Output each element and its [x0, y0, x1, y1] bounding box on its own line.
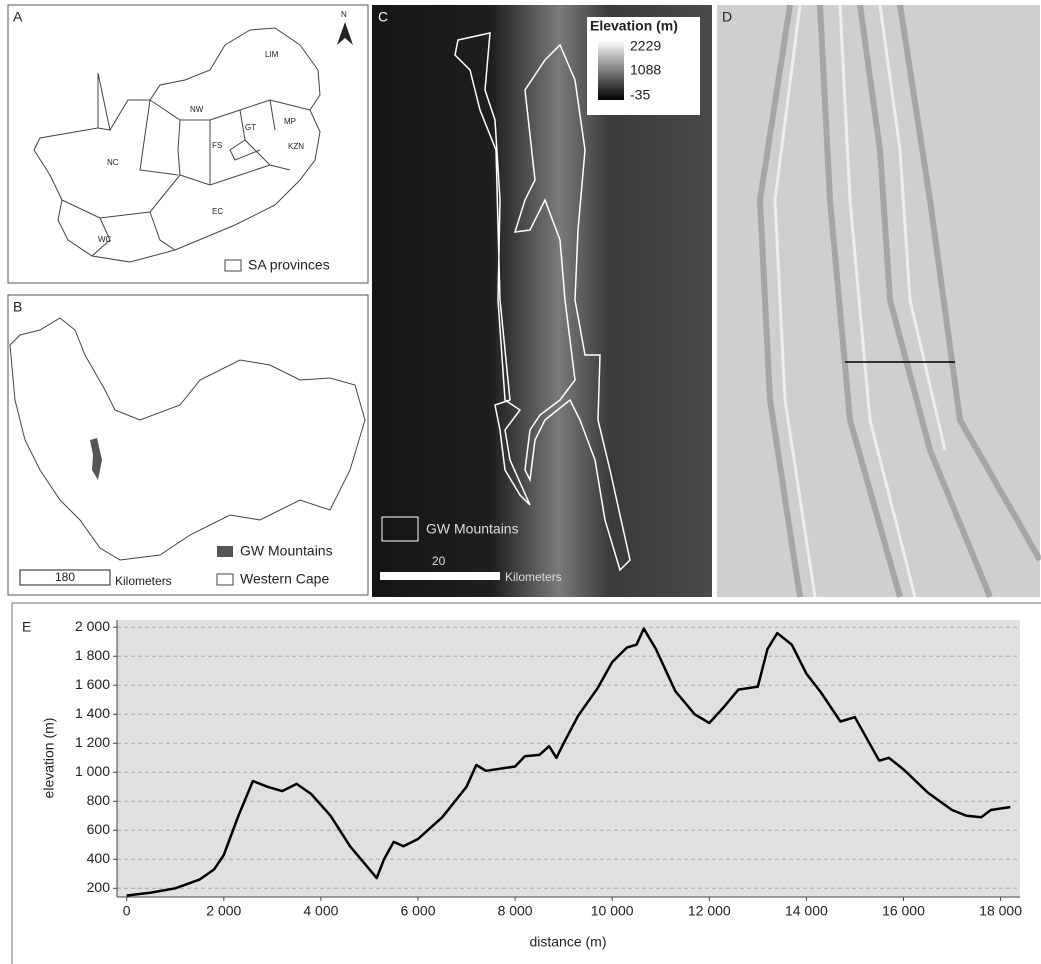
x-tick-label: 4 000 — [303, 903, 338, 919]
y-tick-label: 1 400 — [75, 705, 110, 721]
figure: A LIM NW GT MP NC FS KZN EC WC N SA prov… — [0, 0, 1041, 964]
panel-label: A — [13, 9, 23, 25]
panel-a: A LIM NW GT MP NC FS KZN EC WC N SA prov… — [8, 5, 368, 283]
x-tick-label: 12 000 — [688, 903, 731, 919]
panel-label: B — [13, 299, 22, 315]
x-tick-label: 6 000 — [400, 903, 435, 919]
legend-label: SA provinces — [248, 257, 330, 273]
y-tick-label: 1 000 — [75, 763, 110, 779]
north-label: N — [341, 10, 347, 19]
y-tick-label: 800 — [87, 792, 111, 808]
scale-value: 180 — [55, 570, 75, 584]
panel-label: C — [378, 9, 388, 25]
x-tick-label: 0 — [123, 903, 131, 919]
legend-label: Western Cape — [240, 571, 329, 587]
legend-value: 1088 — [630, 62, 661, 78]
y-tick-label: 400 — [87, 850, 111, 866]
x-tick-label: 14 000 — [785, 903, 828, 919]
province-label: WC — [98, 235, 112, 244]
scale-value: 20 — [432, 554, 446, 568]
legend-value: -35 — [630, 87, 650, 103]
y-tick-label: 600 — [87, 821, 111, 837]
y-tick-label: 200 — [87, 879, 111, 895]
legend-swatch — [217, 574, 233, 585]
province-label: EC — [212, 207, 223, 216]
legend-label: GW Mountains — [426, 521, 519, 537]
province-label: KZN — [288, 142, 304, 151]
scale-unit: Kilometers — [115, 574, 172, 588]
province-label: FS — [212, 141, 222, 150]
elevation-ramp — [598, 40, 624, 100]
y-axis-label: elevation (m) — [41, 718, 57, 799]
province-label: NW — [190, 105, 204, 114]
legend-swatch — [217, 546, 233, 557]
panel-d: D — [717, 5, 1040, 597]
x-tick-label: 16 000 — [882, 903, 925, 919]
province-label: LIM — [265, 50, 279, 59]
legend-swatch — [225, 260, 241, 271]
legend-title: Elevation (m) — [590, 18, 678, 34]
y-tick-label: 1 600 — [75, 676, 110, 692]
scale-bar — [380, 572, 500, 580]
panel-b: B GW Mountains Western Cape 180 Kilomete… — [8, 295, 368, 595]
legend-value: 2229 — [630, 38, 661, 54]
x-tick-label: 2 000 — [206, 903, 241, 919]
province-label: NC — [107, 158, 119, 167]
panel-c: C Elevation (m) 2229 1088 -35 GW Mountai… — [372, 5, 712, 597]
x-tick-label: 10 000 — [591, 903, 634, 919]
panel-label: E — [22, 619, 31, 635]
legend-label: GW Mountains — [240, 543, 333, 559]
panel-label: D — [722, 9, 732, 25]
y-tick-label: 2 000 — [75, 618, 110, 634]
province-label: GT — [245, 123, 256, 132]
x-tick-label: 18 000 — [979, 903, 1022, 919]
y-tick-label: 1 800 — [75, 647, 110, 663]
x-axis-label: distance (m) — [529, 934, 606, 950]
province-label: MP — [284, 117, 296, 126]
scale-unit: Kilometers — [505, 570, 562, 584]
y-tick-label: 1 200 — [75, 734, 110, 750]
x-tick-label: 8 000 — [498, 903, 533, 919]
